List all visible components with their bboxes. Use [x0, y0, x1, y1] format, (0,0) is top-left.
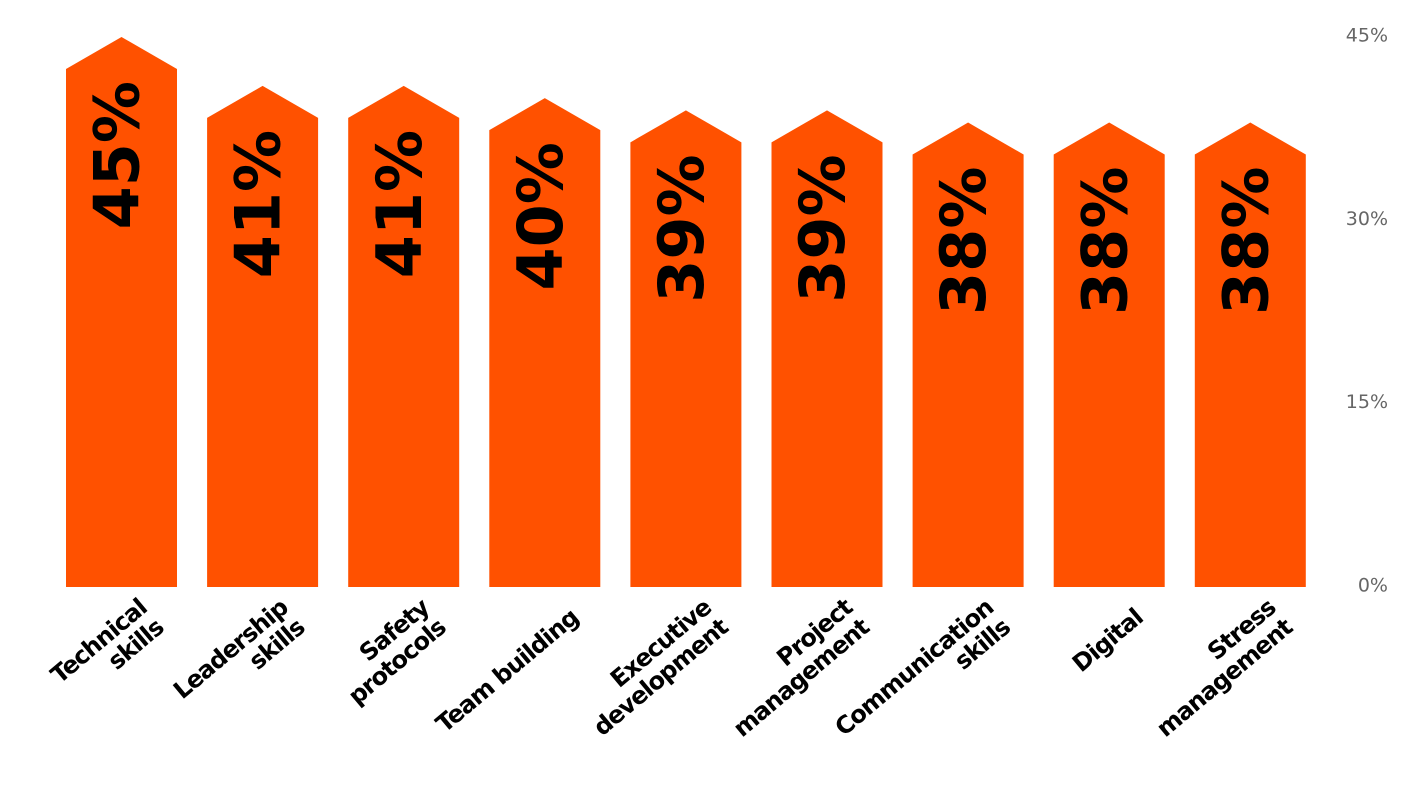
category-label-line: Team building	[431, 603, 584, 738]
y-tick-label: 0%	[1358, 575, 1388, 597]
bar	[771, 110, 883, 587]
value-label: 39%	[645, 154, 718, 302]
category-label: Digital	[1067, 603, 1148, 677]
bar	[1194, 122, 1306, 588]
category-label: Team building	[431, 603, 584, 738]
value-label: 38%	[1209, 167, 1282, 315]
value-label: 39%	[786, 154, 859, 302]
value-label: 40%	[504, 142, 577, 290]
y-tick-label: 30%	[1346, 208, 1388, 230]
bar	[66, 37, 177, 587]
bar	[630, 110, 742, 587]
y-tick-label: 45%	[1346, 25, 1388, 47]
bar	[348, 85, 460, 587]
value-labels: 45% 41% 41% 40% 39% 39% 38% 38% 38%	[81, 81, 1283, 315]
value-label: 41%	[363, 130, 436, 278]
value-label: 45%	[81, 81, 154, 229]
y-axis: 0% 15% 30% 45%	[1346, 25, 1388, 597]
bars	[66, 37, 1306, 588]
bar	[1053, 122, 1165, 588]
category-label-line: Digital	[1067, 603, 1148, 677]
bar	[912, 122, 1024, 588]
y-tick-label: 15%	[1346, 391, 1388, 413]
bar	[489, 98, 601, 587]
value-label: 38%	[927, 167, 1000, 315]
bar	[207, 85, 319, 587]
value-label: 38%	[1068, 167, 1141, 315]
value-label: 41%	[222, 130, 295, 278]
